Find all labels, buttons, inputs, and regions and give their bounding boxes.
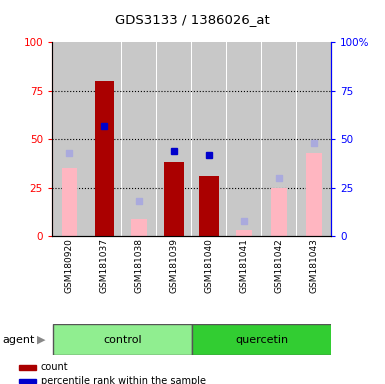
Bar bbox=[262, 42, 296, 236]
Bar bbox=[192, 324, 332, 355]
Bar bbox=[62, 168, 77, 236]
Bar bbox=[199, 176, 219, 236]
Text: GSM181043: GSM181043 bbox=[309, 238, 318, 293]
Bar bbox=[227, 42, 261, 236]
Text: GDS3133 / 1386026_at: GDS3133 / 1386026_at bbox=[115, 13, 270, 26]
Text: GSM181038: GSM181038 bbox=[135, 238, 144, 293]
Text: control: control bbox=[103, 335, 142, 345]
Text: GSM181037: GSM181037 bbox=[100, 238, 109, 293]
Bar bbox=[296, 42, 331, 236]
Text: GSM181040: GSM181040 bbox=[204, 238, 214, 293]
Text: ▶: ▶ bbox=[37, 335, 45, 345]
Text: GSM180920: GSM180920 bbox=[65, 238, 74, 293]
Text: agent: agent bbox=[2, 335, 34, 345]
Text: GSM181039: GSM181039 bbox=[169, 238, 179, 293]
Bar bbox=[52, 42, 87, 236]
Bar bbox=[53, 324, 192, 355]
Text: percentile rank within the sample: percentile rank within the sample bbox=[41, 376, 206, 384]
Bar bbox=[122, 42, 156, 236]
Bar bbox=[19, 379, 35, 383]
Bar bbox=[19, 366, 35, 369]
Bar bbox=[157, 42, 191, 236]
Text: count: count bbox=[41, 362, 69, 372]
Bar bbox=[192, 42, 226, 236]
Bar bbox=[236, 230, 252, 236]
Bar bbox=[306, 153, 321, 236]
Bar bbox=[95, 81, 114, 236]
Bar bbox=[271, 188, 286, 236]
Bar bbox=[87, 42, 121, 236]
Bar bbox=[164, 162, 184, 236]
Bar bbox=[131, 219, 147, 236]
Text: quercetin: quercetin bbox=[236, 335, 289, 345]
Text: GSM181042: GSM181042 bbox=[274, 238, 283, 293]
Text: GSM181041: GSM181041 bbox=[239, 238, 248, 293]
